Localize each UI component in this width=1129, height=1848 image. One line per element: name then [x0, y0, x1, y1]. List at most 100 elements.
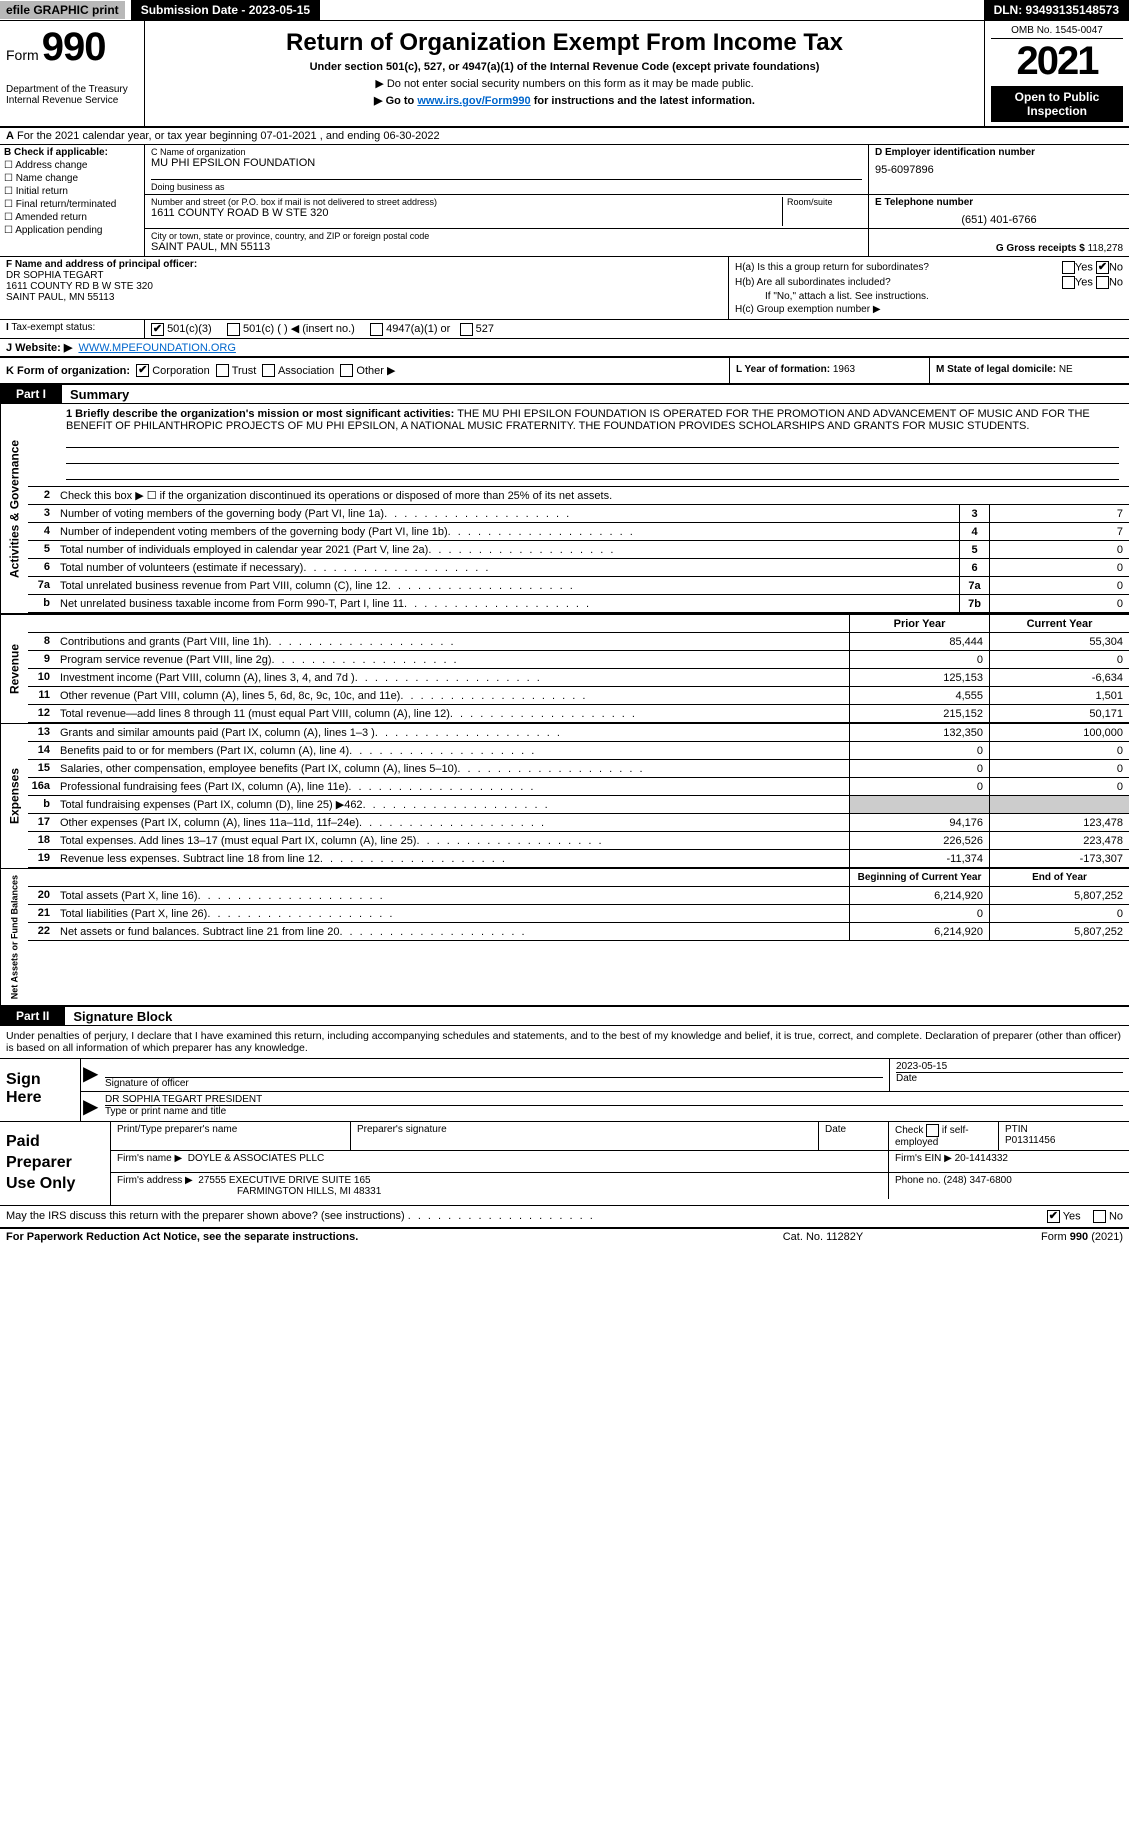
line-val: 7: [989, 523, 1129, 540]
block-bcd: B Check if applicable: ☐ Address change …: [0, 145, 1129, 257]
col-h: H(a) Is this a group return for subordin…: [729, 257, 1129, 319]
m-lbl: M State of legal domicile:: [936, 364, 1056, 375]
website-link[interactable]: WWW.MPEFOUNDATION.ORG: [78, 342, 235, 354]
arrow-icon: ▶: [81, 1059, 99, 1091]
line-current: 0: [989, 760, 1129, 777]
chk-final[interactable]: ☐ Final return/terminated: [4, 199, 140, 210]
line-current: 0: [989, 651, 1129, 668]
line-text: Other revenue (Part VIII, column (A), li…: [56, 687, 849, 704]
line-text: Other expenses (Part IX, column (A), lin…: [56, 814, 849, 831]
q2-text: Check this box ▶ ☐ if the organization d…: [56, 487, 1129, 504]
chk-amended[interactable]: ☐ Amended return: [4, 212, 140, 223]
line-current: 1,501: [989, 687, 1129, 704]
line-current: 50,171: [989, 705, 1129, 722]
part2-header: Part II: [0, 1007, 65, 1025]
chk-trust[interactable]: [216, 364, 229, 377]
line-text: Total fundraising expenses (Part IX, col…: [56, 796, 849, 813]
submission-date-button[interactable]: Submission Date - 2023-05-15: [131, 0, 320, 20]
j-lbl: J Website: ▶: [6, 342, 72, 354]
line-num: 19: [28, 850, 56, 867]
form-word: Form: [6, 47, 39, 63]
link-pre: ▶ Go to: [374, 95, 417, 107]
city-val: SAINT PAUL, MN 55113: [151, 241, 862, 253]
table-row: b Net unrelated business taxable income …: [28, 595, 1129, 613]
firm-addr2: FARMINGTON HILLS, MI 48331: [117, 1186, 381, 1197]
f-addr2: SAINT PAUL, MN 55113: [6, 292, 114, 303]
line-num: 16a: [28, 778, 56, 795]
chk-4947[interactable]: [370, 323, 383, 336]
paid-h4: Check if self-employed: [889, 1122, 999, 1150]
hb-yes[interactable]: [1062, 276, 1075, 289]
table-row: 21 Total liabilities (Part X, line 26) 0…: [28, 905, 1129, 923]
firm-phone-val: (248) 347-6800: [943, 1175, 1011, 1186]
i-lbl: Tax-exempt status:: [11, 322, 95, 333]
hdr-begin: Beginning of Current Year: [849, 869, 989, 886]
ein-lbl: D Employer identification number: [875, 147, 1123, 158]
line-text: Number of independent voting members of …: [56, 523, 959, 540]
firm-ein-cell: Firm's EIN ▶ 20-1414332: [889, 1151, 1129, 1172]
dept-label: Department of the Treasury Internal Reve…: [6, 84, 138, 106]
firm-addr-cell: Firm's address ▶ 27555 EXECUTIVE DRIVE S…: [111, 1173, 889, 1199]
q2-num: 2: [28, 487, 56, 504]
line-num: 14: [28, 742, 56, 759]
chk-501c3[interactable]: ✔: [151, 323, 164, 336]
firm-name-cell: Firm's name ▶ DOYLE & ASSOCIATES PLLC: [111, 1151, 889, 1172]
phone-cell: E Telephone number (651) 401-6766: [869, 195, 1129, 228]
discuss-yes[interactable]: ✔: [1047, 1210, 1060, 1223]
part1-header-row: Part I Summary: [0, 385, 1129, 404]
table-row: 18 Total expenses. Add lines 13–17 (must…: [28, 832, 1129, 850]
line-prior: 0: [849, 905, 989, 922]
chk-corp[interactable]: ✔: [136, 364, 149, 377]
chk-initial[interactable]: ☐ Initial return: [4, 186, 140, 197]
line-num: 12: [28, 705, 56, 722]
hdr-current: Current Year: [989, 615, 1129, 632]
phone-val: (651) 401-6766: [875, 214, 1123, 226]
ha-no[interactable]: ✔: [1096, 261, 1109, 274]
chk-501c[interactable]: [227, 323, 240, 336]
line-a: A For the 2021 calendar year, or tax yea…: [0, 128, 1129, 145]
org-name-cell: C Name of organization MU PHI EPSILON FO…: [145, 145, 869, 194]
chk-other[interactable]: [340, 364, 353, 377]
line-text: Net unrelated business taxable income fr…: [56, 595, 959, 612]
street-cell: Number and street (or P.O. box if mail i…: [145, 195, 869, 228]
chk-pending[interactable]: ☐ Application pending: [4, 225, 140, 236]
chk-self-employed[interactable]: [926, 1124, 939, 1137]
chk-address[interactable]: ☐ Address change: [4, 160, 140, 171]
sign-block: Sign Here ▶ Signature of officer 2023-05…: [0, 1059, 1129, 1121]
footer-notice: For Paperwork Reduction Act Notice, see …: [6, 1231, 723, 1243]
irs-link[interactable]: www.irs.gov/Form990: [417, 95, 530, 107]
line-current: 100,000: [989, 724, 1129, 741]
chk-527[interactable]: [460, 323, 473, 336]
line-val: 7: [989, 505, 1129, 522]
table-row: 12 Total revenue—add lines 8 through 11 …: [28, 705, 1129, 723]
line-val: 0: [989, 595, 1129, 612]
sign-here-label: Sign Here: [0, 1059, 80, 1121]
line-box: 4: [959, 523, 989, 540]
discuss-no[interactable]: [1093, 1210, 1106, 1223]
sig-officer-cell: Signature of officer: [99, 1059, 889, 1091]
line-text: Total assets (Part X, line 16): [56, 887, 849, 904]
line-current: 5,807,252: [989, 923, 1129, 940]
table-row: 10 Investment income (Part VIII, column …: [28, 669, 1129, 687]
line-prior: 4,555: [849, 687, 989, 704]
paid-h2: Preparer's signature: [351, 1122, 819, 1150]
street-val: 1611 COUNTY ROAD B W STE 320: [151, 207, 782, 219]
k-lbl: K Form of organization:: [6, 365, 130, 377]
hb2-text: If "No," attach a list. See instructions…: [735, 291, 1123, 302]
hb-no[interactable]: [1096, 276, 1109, 289]
line-num: 8: [28, 633, 56, 650]
sig-name-val: DR SOPHIA TEGART PRESIDENT: [105, 1094, 1123, 1105]
chk-name[interactable]: ☐ Name change: [4, 173, 140, 184]
table-row: 20 Total assets (Part X, line 16) 6,214,…: [28, 887, 1129, 905]
footer: For Paperwork Reduction Act Notice, see …: [0, 1227, 1129, 1245]
dba-lbl: Doing business as: [151, 182, 862, 192]
line-prior: 85,444: [849, 633, 989, 650]
table-row: 3 Number of voting members of the govern…: [28, 505, 1129, 523]
ha-yes[interactable]: [1062, 261, 1075, 274]
line-text: Number of voting members of the governin…: [56, 505, 959, 522]
chk-assoc[interactable]: [262, 364, 275, 377]
line-box: 7b: [959, 595, 989, 612]
topbar: efile GRAPHIC print Submission Date - 20…: [0, 0, 1129, 21]
org-name-val: MU PHI EPSILON FOUNDATION: [151, 157, 862, 169]
paid-block: Paid Preparer Use Only Print/Type prepar…: [0, 1121, 1129, 1204]
